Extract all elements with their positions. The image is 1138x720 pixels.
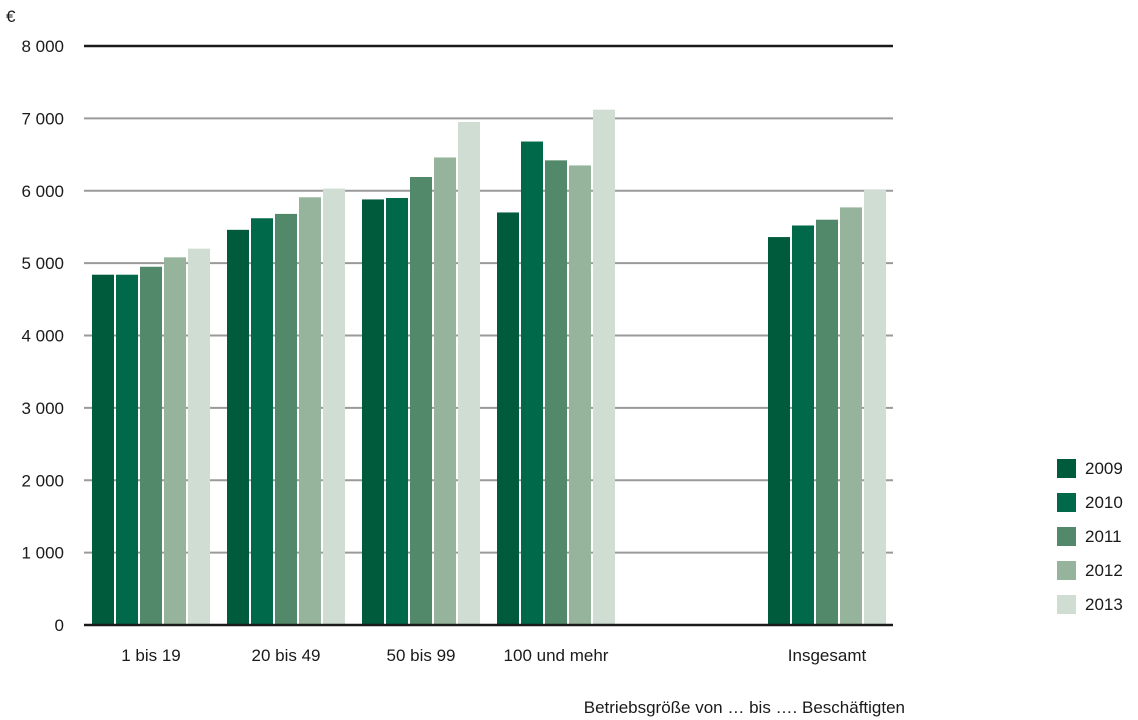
legend-label: 2011 [1085,527,1122,546]
legend: 2009 2010 2011 2012 2013 [1057,459,1123,614]
legend-label: 2012 [1085,561,1123,580]
y-tick-label: 0 [55,616,64,635]
x-tick-label: Insgesamt [788,646,867,665]
bar-2009-2 [227,229,249,625]
bar-2012-2 [299,197,321,626]
legend-label: 2010 [1085,493,1123,512]
bar-2009-1 [92,274,114,625]
bar-2012-4 [569,165,591,625]
gridlines [84,44,893,554]
bar-2010-1 [116,274,138,625]
bar-2010-5 [792,225,814,626]
bar-2012-3 [434,157,456,625]
legend-label: 2013 [1085,595,1123,614]
bar-2012-1 [164,257,186,625]
y-tick-label: 6 000 [21,182,64,201]
bar-2010-2 [251,218,273,625]
x-tick-label: 20 bis 49 [252,646,321,665]
bar-2011-5 [816,219,838,625]
x-tick-label: 1 bis 19 [121,646,181,665]
axes: 0 1 000 2 000 3 000 4 000 5 000 6 000 7 000 8 00… [21,37,893,665]
y-tick-label: 2 000 [21,471,64,490]
legend-swatch [1057,595,1076,614]
bar-2010-4 [521,141,543,625]
y-tick-label: 7 000 [21,109,64,128]
bar-2009-3 [362,199,384,625]
y-unit-label: € [6,7,16,26]
legend-swatch [1057,459,1076,478]
y-tick-label: 5 000 [21,254,64,273]
bar-2013-3 [458,121,480,626]
y-tick-label: 8 000 [21,37,64,56]
y-tick-label: 3 000 [21,399,64,418]
x-tick-label: 100 und mehr [504,646,609,665]
bar-2012-5 [840,207,862,626]
x-axis-title: Betriebsgröße von … bis …. Beschäftigten [584,698,905,717]
bar-2013-2 [323,188,345,626]
legend-swatch [1057,493,1076,512]
bar-2011-2 [275,213,297,625]
bar-2013-4 [593,109,615,625]
bar-2011-3 [410,176,432,625]
bars [92,109,886,626]
bar-2013-5 [864,190,886,625]
legend-swatch [1057,527,1076,546]
x-tick-label: 50 bis 99 [387,646,456,665]
bar-2009-4 [497,212,519,625]
legend-label: 2009 [1085,459,1123,478]
y-tick-label: 4 000 [21,327,64,346]
bar-2011-1 [140,266,162,625]
bar-2011-4 [545,160,567,626]
bar-2010-3 [386,197,408,626]
bar-2009-5 [768,237,790,625]
bar-2013-1 [188,248,210,625]
legend-swatch [1057,561,1076,580]
y-tick-label: 1 000 [21,544,64,563]
